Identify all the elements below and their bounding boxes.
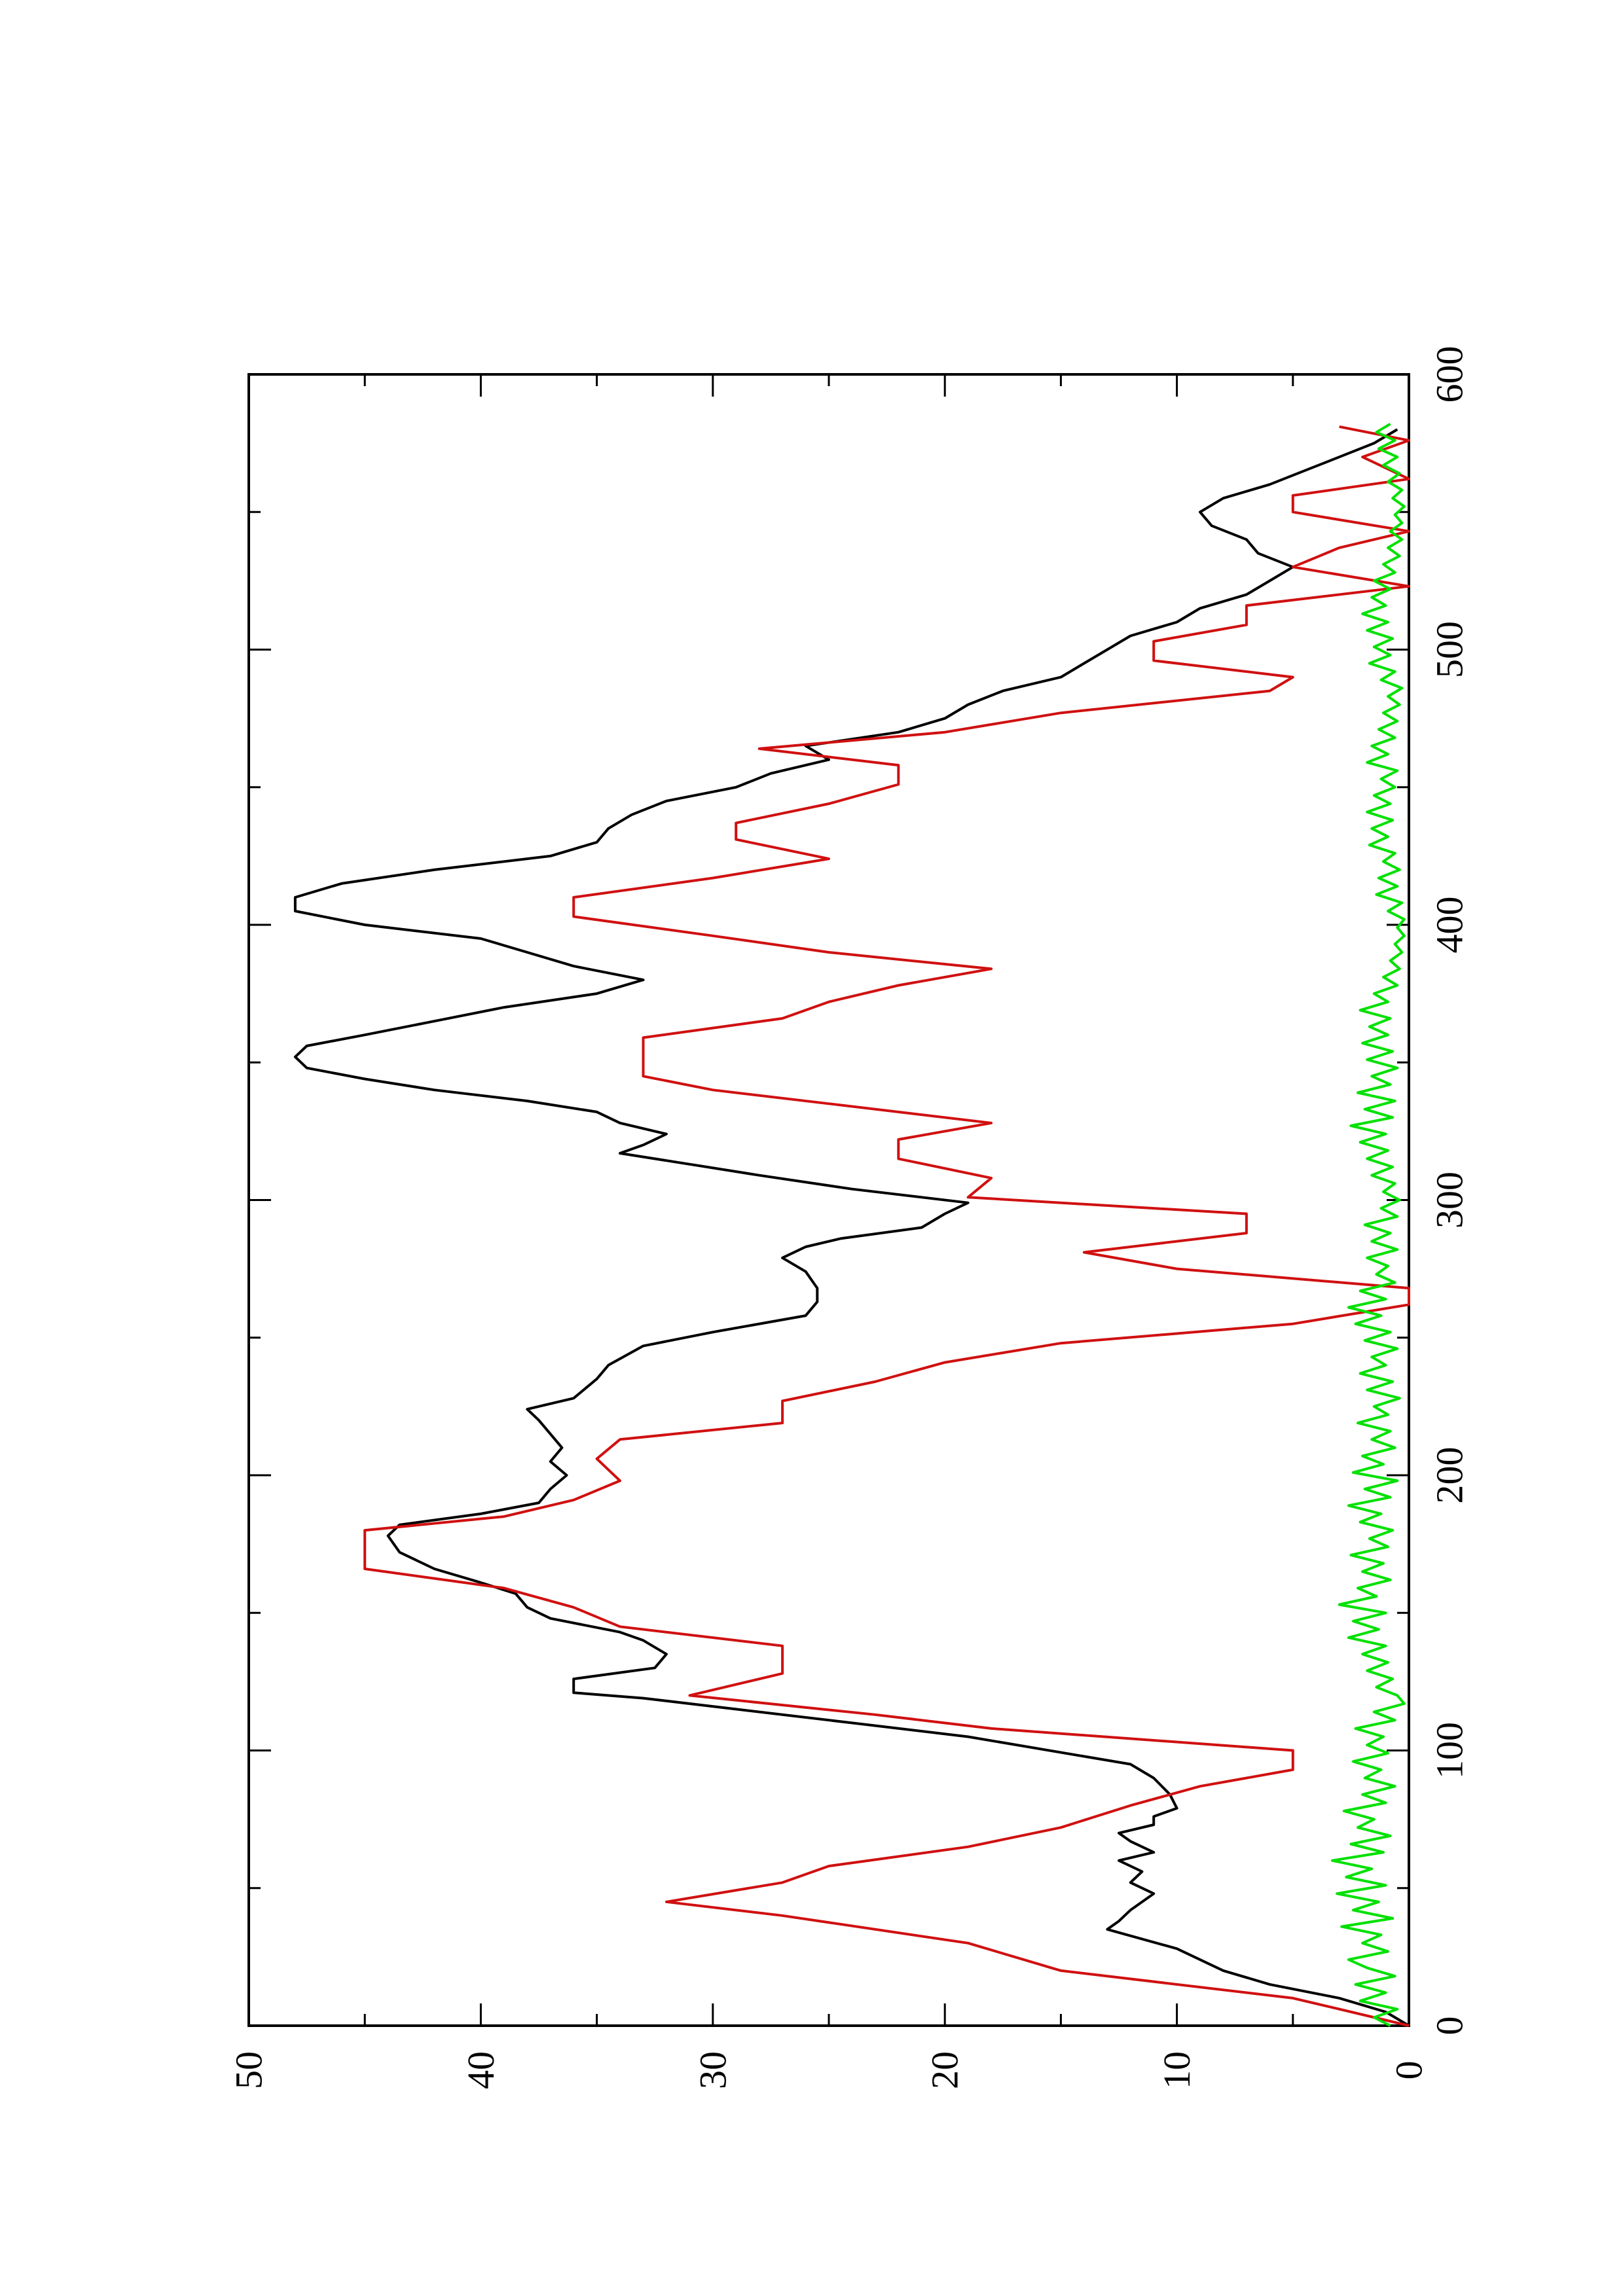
y-tick-label: 40 (460, 2051, 502, 2089)
tick-labels: 0 100 200 300 400 500 600 0 10 20 30 40 50 (228, 346, 1471, 2090)
series-layer (293, 422, 1410, 2027)
x-tick-label: 400 (1429, 897, 1471, 954)
x-tick-label: 600 (1429, 346, 1471, 403)
plot-frame (247, 373, 1410, 2027)
y-tick-label: 0 (1388, 2061, 1431, 2080)
x-tick-label: 500 (1429, 621, 1471, 678)
y-tick-label: 30 (691, 2051, 734, 2089)
y-tick-label: 20 (924, 2051, 966, 2089)
y-tick-label: 10 (1156, 2051, 1198, 2089)
x-tick-label: 200 (1429, 1447, 1471, 1504)
x-tick-label: 0 (1429, 2017, 1471, 2036)
series-line-2 (363, 425, 1410, 2027)
x-tick-label: 300 (1429, 1172, 1471, 1229)
series-line-3 (1331, 422, 1406, 2027)
axis-ticks (247, 373, 1410, 2027)
y-tick-label: 50 (228, 2051, 270, 2089)
x-tick-label: 100 (1429, 1722, 1471, 1779)
series-line-1 (293, 428, 1410, 2027)
